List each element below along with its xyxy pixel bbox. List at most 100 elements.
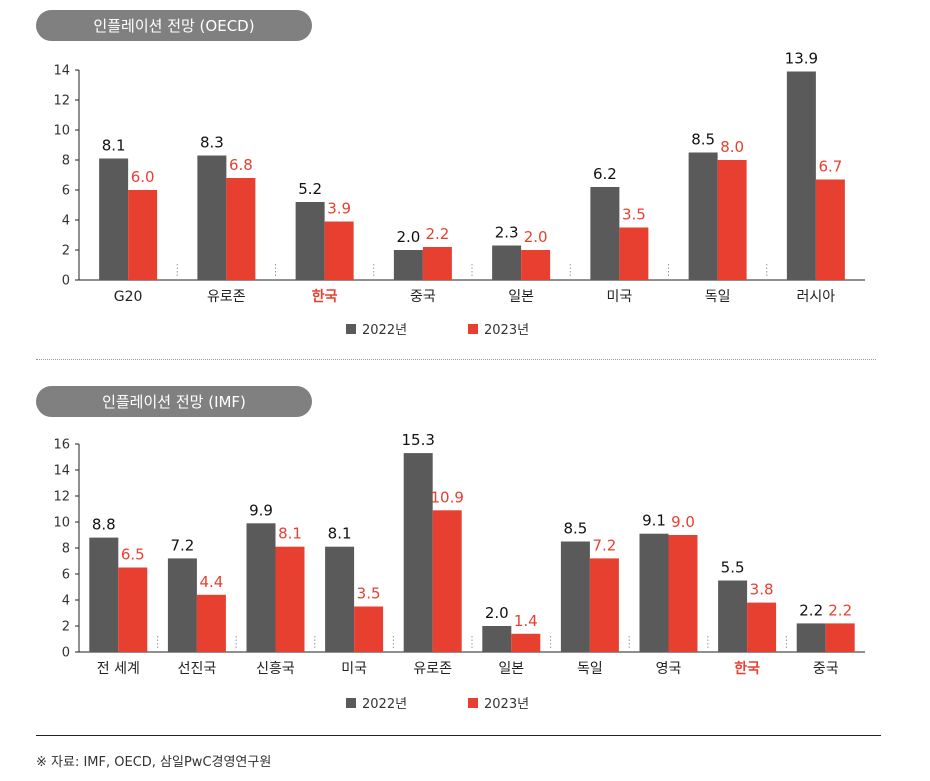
x-tick-label-6: 독일 xyxy=(705,289,731,305)
bar-2022-9 xyxy=(796,623,826,652)
footer-rule xyxy=(36,735,881,736)
bar-2022-7 xyxy=(639,533,669,652)
data-label-2023-6: 7.2 xyxy=(592,536,616,554)
legend-swatch-2023 xyxy=(468,324,478,334)
x-tick-label-8: 한국 xyxy=(734,661,760,677)
bar-2022-3 xyxy=(393,250,423,280)
chart-title-imf: 인플레이션 전망 (IMF) xyxy=(36,386,312,417)
imf-inflation-chart: 0 2 4 6 8 10 12 14 16 8.8 6.5 전 세계 7.2 4.4 선진국 9.9 8.1 신흥… xyxy=(53,431,865,712)
x-tick-label-6: 독일 xyxy=(577,661,603,677)
data-label-2022-5: 2.0 xyxy=(485,604,509,622)
x-tick-label-1: 선진국 xyxy=(178,661,217,677)
data-label-2022-7: 13.9 xyxy=(785,50,818,68)
x-tick-label-4: 유로존 xyxy=(413,661,452,677)
bar-2023-6 xyxy=(717,160,747,280)
data-label-2023-4: 2.0 xyxy=(524,228,548,246)
data-label-2022-8: 5.5 xyxy=(721,559,745,577)
data-label-2022-4: 2.3 xyxy=(495,224,519,242)
x-tick-label-5: 일본 xyxy=(498,661,524,677)
bar-2023-5 xyxy=(619,227,649,280)
bar-2023-0 xyxy=(128,190,158,280)
bar-2023-4 xyxy=(521,250,551,280)
y-tick-label: 14 xyxy=(53,64,70,79)
data-label-2023-7: 6.7 xyxy=(818,158,842,176)
bar-2022-2 xyxy=(295,202,325,280)
y-tick-label: 12 xyxy=(53,94,70,109)
bar-2023-2 xyxy=(275,546,305,652)
x-tick-label-2: 한국 xyxy=(312,289,338,305)
bar-2022-2 xyxy=(246,523,276,652)
y-tick-label: 14 xyxy=(53,464,70,479)
data-label-2023-4: 10.9 xyxy=(430,488,463,506)
bar-2022-0 xyxy=(89,537,119,652)
data-label-2023-1: 6.8 xyxy=(229,156,253,174)
section-divider xyxy=(36,359,876,360)
x-tick-label-0: G20 xyxy=(114,289,143,305)
x-tick-label-1: 유로존 xyxy=(207,289,246,305)
oecd-inflation-chart: 0 2 4 6 8 10 12 14 8.1 6.0 G20 8.3 6.8 유로존 5.2 3.9 한국 2.0… xyxy=(53,50,865,338)
data-label-2023-1: 4.4 xyxy=(199,573,223,591)
bar-2023-1 xyxy=(196,594,226,652)
y-tick-label: 4 xyxy=(62,214,70,229)
bar-2023-7 xyxy=(668,535,698,652)
legend-label-2023: 2023년 xyxy=(484,323,529,338)
data-label-2022-3: 8.1 xyxy=(328,525,352,543)
legend-swatch-2022 xyxy=(346,698,356,708)
x-tick-label-7: 영국 xyxy=(656,661,682,677)
bar-2022-5 xyxy=(590,187,620,280)
bar-2023-0 xyxy=(118,567,148,652)
data-label-2023-0: 6.0 xyxy=(131,168,155,186)
data-label-2023-8: 3.8 xyxy=(750,581,774,599)
data-label-2022-6: 8.5 xyxy=(691,131,715,149)
y-tick-label: 2 xyxy=(62,620,70,635)
legend-swatch-2022 xyxy=(346,324,356,334)
data-label-2022-6: 8.5 xyxy=(563,520,587,538)
y-tick-label: 2 xyxy=(62,244,70,259)
x-tick-label-0: 전 세계 xyxy=(97,661,140,677)
bar-2023-3 xyxy=(354,606,384,652)
bar-2022-1 xyxy=(167,558,197,652)
bar-2022-3 xyxy=(325,546,355,652)
bar-2023-9 xyxy=(825,623,855,652)
bar-2023-4 xyxy=(432,510,462,652)
bar-2023-5 xyxy=(511,633,541,652)
bar-2022-1 xyxy=(197,155,227,280)
data-label-2022-5: 6.2 xyxy=(593,165,617,183)
data-label-2023-2: 3.9 xyxy=(327,200,351,218)
bar-2022-5 xyxy=(482,626,512,652)
bar-2023-8 xyxy=(747,602,777,652)
bar-2022-6 xyxy=(688,152,718,280)
bar-2023-7 xyxy=(815,179,845,280)
data-label-2023-6: 8.0 xyxy=(720,138,744,156)
data-label-2022-1: 8.3 xyxy=(200,134,224,152)
x-tick-label-3: 중국 xyxy=(410,289,436,305)
bar-2023-1 xyxy=(226,178,256,280)
y-tick-label: 16 xyxy=(53,438,70,453)
data-label-2023-3: 3.5 xyxy=(357,585,381,603)
x-tick-label-5: 미국 xyxy=(606,289,632,305)
bar-2022-0 xyxy=(99,158,129,280)
data-label-2022-2: 9.9 xyxy=(249,501,273,519)
bar-2022-7 xyxy=(786,71,816,280)
y-tick-label: 8 xyxy=(62,542,70,557)
bar-2022-4 xyxy=(403,453,433,652)
data-label-2022-1: 7.2 xyxy=(170,536,194,554)
data-label-2022-3: 2.0 xyxy=(396,228,420,246)
x-tick-label-2: 신흥국 xyxy=(256,661,295,677)
y-tick-label: 10 xyxy=(53,124,70,139)
y-tick-label: 10 xyxy=(53,516,70,531)
data-label-2023-3: 2.2 xyxy=(425,225,449,243)
y-tick-label: 8 xyxy=(62,154,70,169)
y-tick-label: 0 xyxy=(62,274,70,289)
bar-2023-2 xyxy=(324,221,354,280)
data-label-2022-7: 9.1 xyxy=(642,512,666,530)
x-tick-label-9: 중국 xyxy=(813,661,839,677)
legend-swatch-2023 xyxy=(468,698,478,708)
data-label-2023-9: 2.2 xyxy=(828,601,852,619)
legend-label-2023: 2023년 xyxy=(484,697,529,712)
bar-2023-6 xyxy=(589,558,619,652)
data-label-2022-0: 8.8 xyxy=(92,516,116,534)
source-note: ※ 자료: IMF, OECD, 삼일PwC경영연구원 xyxy=(36,755,272,770)
legend-label-2022: 2022년 xyxy=(362,697,407,712)
data-label-2023-2: 8.1 xyxy=(278,525,302,543)
